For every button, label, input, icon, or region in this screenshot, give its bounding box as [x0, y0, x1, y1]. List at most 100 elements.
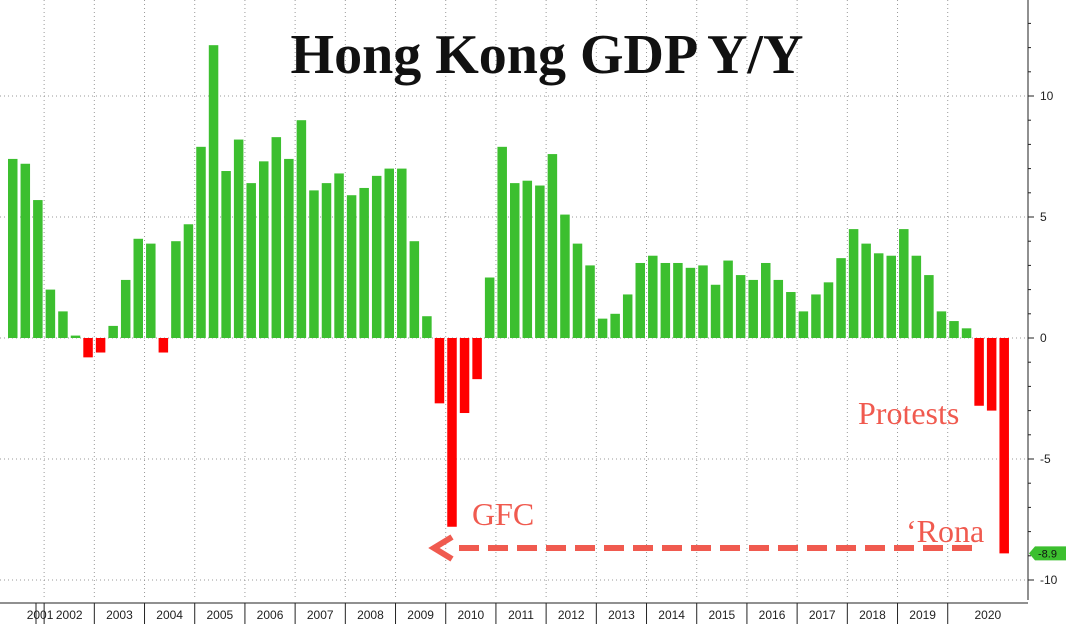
x-tick-label: 2013 [608, 608, 635, 622]
bar [447, 338, 457, 527]
bar [233, 139, 244, 338]
bar [572, 243, 583, 338]
bar [171, 241, 181, 338]
bar [622, 294, 633, 338]
x-tick-label: 2005 [206, 608, 233, 622]
bars [8, 45, 1009, 554]
bar [986, 338, 997, 411]
bar [610, 313, 620, 338]
bar [597, 318, 608, 338]
bar [183, 224, 194, 338]
x-tick-label: 2016 [759, 608, 786, 622]
bar [158, 338, 169, 353]
bar [861, 243, 871, 338]
x-tick-label: 2009 [407, 608, 434, 622]
x-tick-label: 2018 [859, 608, 886, 622]
x-tick-label: 2006 [257, 608, 284, 622]
bar [585, 265, 595, 338]
bar [484, 277, 495, 338]
dashed-arrow [428, 534, 972, 562]
y-tick-label: -5 [1040, 452, 1051, 466]
bar [761, 262, 771, 338]
bar [472, 338, 482, 380]
bar [259, 161, 269, 338]
bar [698, 265, 708, 338]
bar [371, 175, 382, 338]
bar [773, 279, 784, 338]
bar [95, 338, 106, 353]
bar [660, 262, 671, 338]
bar [648, 255, 658, 338]
bar [146, 243, 156, 338]
bar [20, 163, 31, 338]
bar [459, 338, 470, 414]
x-tick-label: 2017 [809, 608, 836, 622]
last-value-badge: -8.9 [1029, 546, 1066, 561]
bar [221, 171, 231, 338]
bar [208, 45, 219, 339]
x-tick-label: 2020 [975, 608, 1002, 622]
x-tick-label: 2015 [708, 608, 735, 622]
bar [108, 325, 118, 338]
bar [710, 284, 721, 338]
bar [961, 328, 972, 338]
bar [359, 187, 369, 338]
bar [522, 180, 533, 338]
last-value-badge-shape [1029, 546, 1066, 561]
x-tick-label: 2008 [357, 608, 384, 622]
x-axis: 2001 2002 2003 2004 2005 2006 2007 2008 2009 2010… [0, 602, 1028, 624]
bar [673, 262, 683, 338]
bar [120, 279, 131, 338]
bar [974, 338, 984, 406]
bar [8, 158, 18, 338]
bar [422, 316, 432, 338]
bar [848, 229, 859, 338]
bar [798, 311, 809, 338]
bar [635, 262, 645, 338]
y-tick-label: -10 [1040, 573, 1058, 587]
bar [535, 185, 545, 338]
x-tick-label: 2002 [56, 608, 83, 622]
last-value-label: -8.9 [1038, 548, 1057, 560]
bar [346, 195, 357, 338]
bar [33, 200, 43, 338]
bar [83, 338, 93, 358]
bar [560, 214, 570, 338]
bar [397, 168, 407, 338]
bar [999, 338, 1009, 554]
bar [735, 275, 746, 338]
bar [296, 120, 307, 338]
bar [873, 253, 884, 338]
bar [911, 255, 922, 338]
bar [723, 260, 733, 338]
x-tick-label: 2001 [27, 608, 54, 622]
arrowhead-icon [428, 534, 454, 562]
bar [811, 294, 821, 338]
x-tick-label: 2011 [508, 608, 534, 622]
y-tick-label: 0 [1040, 331, 1047, 345]
chart-title: Hong Kong GDP Y/Y [291, 24, 804, 86]
bar [133, 238, 143, 338]
x-tick-label: 2014 [658, 608, 685, 622]
x-tick-label: 2019 [909, 608, 936, 622]
x-tick-label: 2004 [156, 608, 183, 622]
bar [899, 229, 909, 338]
bar [547, 154, 558, 338]
bar [284, 158, 294, 338]
bar [70, 335, 81, 338]
x-tick-label: 2003 [106, 608, 133, 622]
bar [836, 258, 846, 338]
bar [434, 338, 445, 404]
x-tick-label: 2010 [457, 608, 484, 622]
y-axis: 10 5 0 -5 -10 [1027, 0, 1058, 600]
x-tick-label: 2007 [307, 608, 334, 622]
bar [246, 183, 256, 338]
bar [949, 321, 959, 338]
bar [924, 275, 934, 338]
bar [334, 173, 344, 338]
bar [384, 168, 394, 338]
bar [936, 311, 947, 338]
bar [309, 190, 319, 338]
bar [58, 311, 68, 338]
